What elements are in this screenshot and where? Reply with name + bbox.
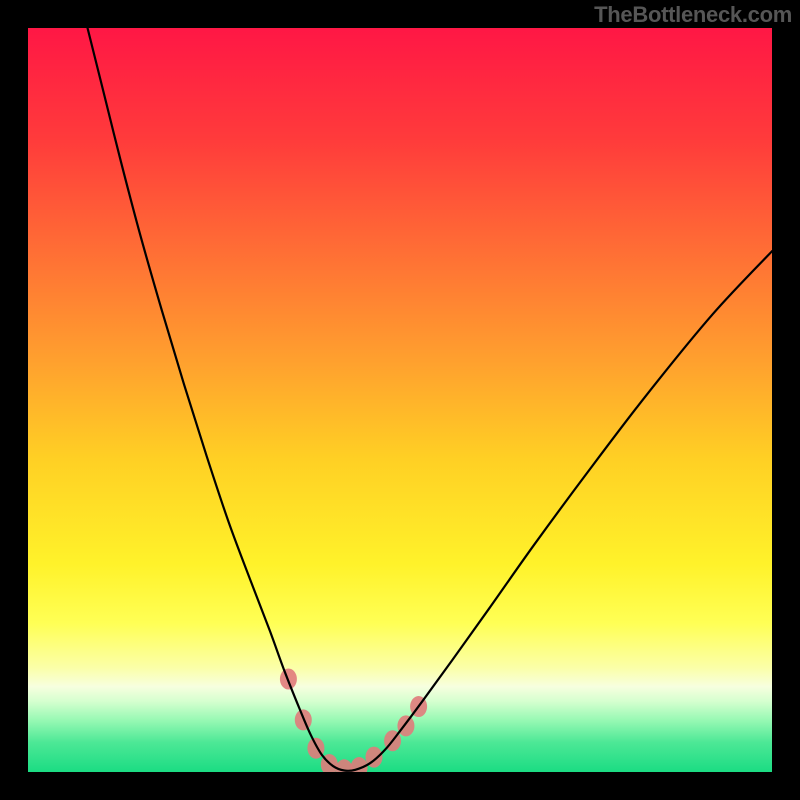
watermark-text: TheBottleneck.com [594, 2, 792, 28]
chart-background [28, 28, 772, 772]
chart-frame: TheBottleneck.com [0, 0, 800, 800]
curve-marker [397, 715, 414, 736]
bottleneck-chart [0, 0, 800, 800]
